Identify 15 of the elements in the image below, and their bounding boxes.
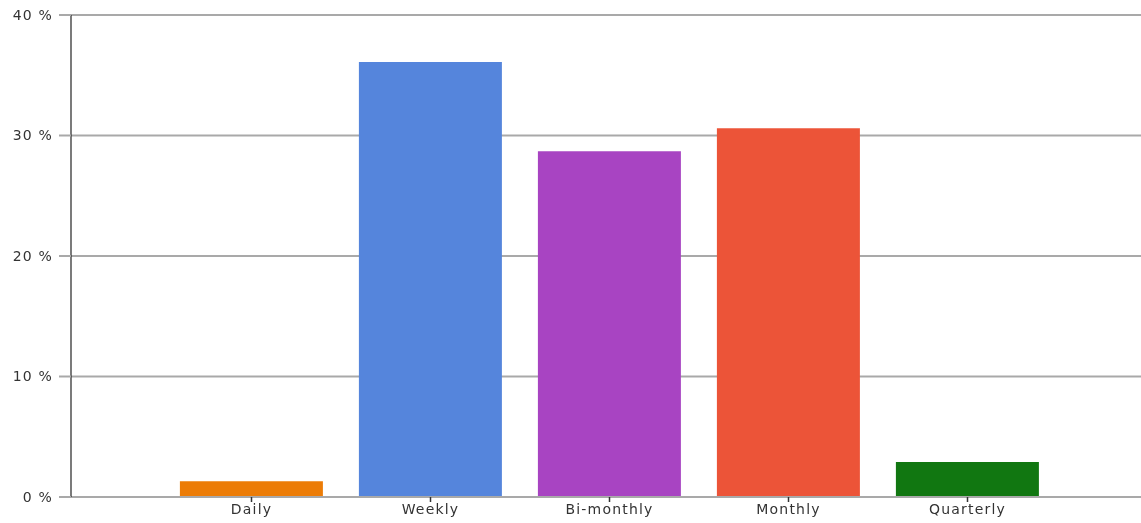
x-tick-label: Daily (230, 500, 273, 517)
bar (358, 62, 502, 497)
x-tick-label: Bi-monthly (565, 500, 654, 517)
bar (179, 481, 323, 497)
x-tick-label: Monthly (756, 500, 821, 517)
y-tick-label: 40 % (12, 6, 53, 23)
y-tick-label: 0 % (22, 488, 53, 505)
x-tick-label: Quarterly (928, 500, 1007, 517)
y-tick-label: 30 % (12, 127, 53, 144)
y-tick-label: 10 % (12, 368, 53, 385)
bar (537, 151, 681, 497)
bar (716, 128, 860, 497)
y-tick-label: 20 % (12, 247, 53, 264)
x-tick-label: Weekly (401, 500, 460, 517)
bar (895, 462, 1039, 497)
